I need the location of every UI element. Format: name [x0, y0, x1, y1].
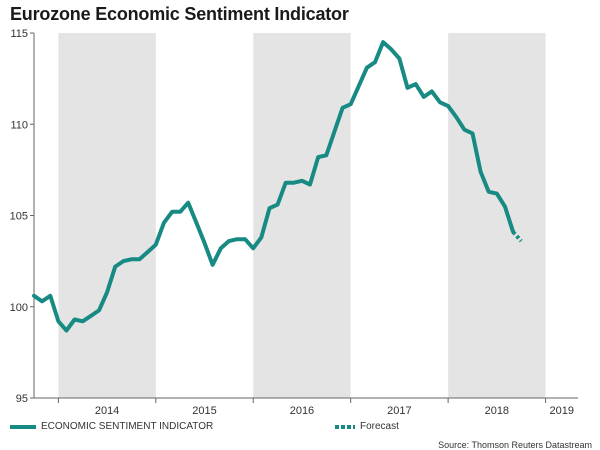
shaded-band-2014 — [58, 33, 156, 398]
x-tick-label-2016: 2016 — [290, 405, 314, 417]
series-lines — [32, 40, 523, 333]
y-tick-labels: 95 100 105 110 115 — [10, 28, 34, 405]
y-tick-label-115: 115 — [10, 28, 28, 40]
forecast-line — [511, 230, 523, 243]
legend: ECONOMIC SENTIMENT INDICATOR Forecast — [10, 421, 590, 437]
chart-title: Eurozone Economic Sentiment Indicator — [10, 4, 349, 24]
x-tick-label-2015: 2015 — [192, 405, 216, 417]
legend-item-forecast: Forecast — [335, 421, 399, 432]
esi-line — [32, 40, 516, 333]
legend-swatch-solid — [10, 424, 36, 429]
source-note: Source: Thomson Reuters Datastream — [438, 440, 592, 450]
x-tick-labels: 2014 2015 2016 2017 2018 2019 — [57, 398, 574, 417]
y-tick-label-100: 100 — [10, 302, 28, 314]
y-tick-label-95: 95 — [16, 393, 28, 405]
y-tick-label-105: 105 — [10, 211, 28, 223]
x-tick-label-2014: 2014 — [95, 405, 119, 417]
shaded-band-2018 — [448, 33, 546, 398]
legend-label-forecast: Forecast — [360, 421, 399, 432]
y-tick-label-110: 110 — [10, 119, 28, 131]
x-tick-label-2017: 2017 — [387, 405, 411, 417]
legend-swatch-dotted — [335, 424, 355, 429]
shaded-bands — [58, 33, 546, 398]
x-tick-label-2018: 2018 — [485, 405, 509, 417]
legend-label-esi: ECONOMIC SENTIMENT INDICATOR — [41, 421, 214, 432]
legend-item-esi: ECONOMIC SENTIMENT INDICATOR — [10, 421, 213, 432]
x-tick-label-2019: 2019 — [550, 405, 574, 417]
